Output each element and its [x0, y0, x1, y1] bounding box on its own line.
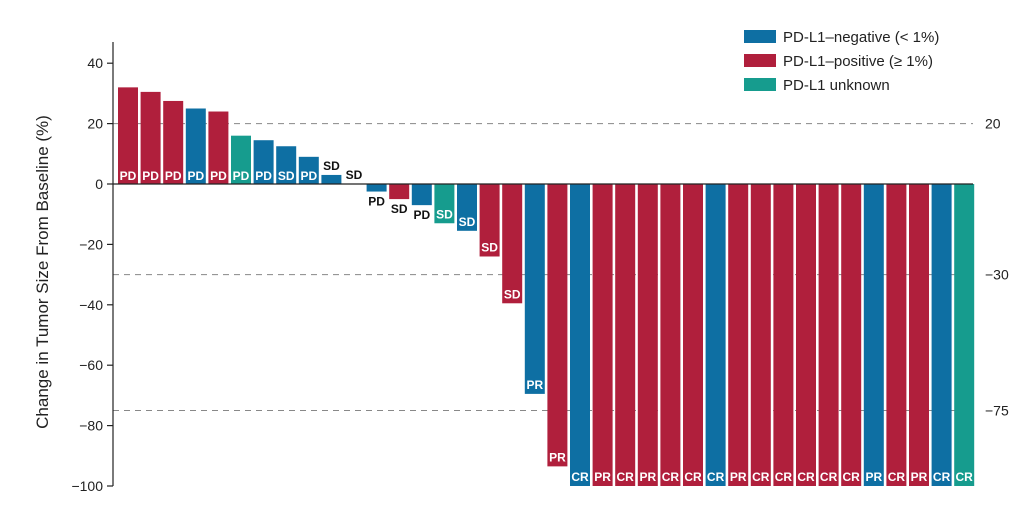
- bar: [728, 184, 749, 486]
- bar: [886, 184, 907, 486]
- bar-response-label: CR: [684, 470, 702, 484]
- bar-response-label: SD: [323, 159, 340, 173]
- bar-response-label: PR: [526, 378, 543, 392]
- bar: [208, 111, 229, 184]
- bar-response-label: CR: [707, 470, 725, 484]
- bar: [841, 184, 862, 486]
- bar: [411, 184, 432, 206]
- reference-line-label: 20: [985, 116, 1001, 132]
- bar-response-label: CR: [797, 470, 815, 484]
- legend: PD-L1–negative (< 1%) PD-L1–positive (≥ 1…: [744, 29, 939, 94]
- y-tick-label: −100: [71, 478, 103, 494]
- bar-response-label: SD: [504, 287, 521, 301]
- bar-response-label: PD: [165, 169, 182, 183]
- bar: [954, 184, 975, 486]
- bar-response-label: PD: [255, 169, 272, 183]
- bar: [683, 184, 703, 486]
- y-tick-label: −60: [79, 357, 103, 373]
- bar-response-label: SD: [459, 215, 476, 229]
- bar-response-label: PD: [233, 169, 250, 183]
- bar: [750, 184, 771, 486]
- y-axis-ticks: 40 20 0 −20 −40 −60 −80 −100: [71, 55, 113, 494]
- bar-response-label: CR: [956, 470, 974, 484]
- bar: [863, 184, 884, 486]
- bar-response-label: PD: [300, 169, 317, 183]
- bar-response-label: CR: [662, 470, 680, 484]
- bar: [796, 184, 816, 486]
- bar: [457, 184, 477, 231]
- bar-response-label: PR: [639, 470, 656, 484]
- bar: [118, 87, 138, 184]
- bar-response-label: CR: [571, 470, 589, 484]
- bar: [637, 184, 658, 486]
- bar-response-label: PR: [911, 470, 928, 484]
- bar-response-label: SD: [278, 169, 295, 183]
- bar-response-label: PD: [413, 208, 430, 222]
- legend-swatch: [744, 30, 776, 43]
- bar: [231, 135, 251, 184]
- bar-response-label: PR: [549, 450, 566, 464]
- bar: [185, 108, 206, 184]
- bar: [389, 184, 410, 200]
- bar-response-label: SD: [436, 207, 453, 221]
- bar: [276, 146, 297, 184]
- bar-response-label: CR: [843, 470, 861, 484]
- y-tick-label: 40: [87, 55, 103, 71]
- bar-response-label: CR: [933, 470, 951, 484]
- y-tick-label: −40: [79, 297, 103, 313]
- bar: [705, 184, 726, 486]
- bar: [909, 184, 929, 486]
- y-tick-label: −20: [79, 236, 103, 252]
- bar-response-label: PR: [594, 470, 611, 484]
- bar-response-label: PD: [210, 169, 227, 183]
- bar-response-label: CR: [820, 470, 838, 484]
- bar: [818, 184, 839, 486]
- bar-response-label: PR: [730, 470, 747, 484]
- bar: [298, 156, 319, 184]
- bar-response-label: CR: [888, 470, 906, 484]
- bar-response-label: PD: [142, 169, 159, 183]
- bar-response-label: SD: [391, 202, 408, 216]
- bar: [253, 140, 274, 184]
- bar: [547, 184, 568, 467]
- bar-response-label: CR: [617, 470, 635, 484]
- bar-response-label: SD: [346, 168, 363, 182]
- bar: [570, 184, 590, 486]
- legend-swatch: [744, 54, 776, 67]
- bar: [479, 184, 500, 257]
- bar: [434, 184, 455, 224]
- legend-label: PD-L1–positive (≥ 1%): [783, 53, 933, 70]
- y-axis-title: Change in Tumor Size From Baseline (%): [33, 115, 52, 429]
- bar-response-label: PD: [120, 169, 137, 183]
- y-tick-label: 0: [95, 176, 103, 192]
- bar-response-label: CR: [775, 470, 793, 484]
- legend-swatch: [744, 78, 776, 91]
- legend-label: PD-L1–negative (< 1%): [783, 29, 939, 46]
- bar: [773, 184, 794, 486]
- bar: [321, 174, 342, 184]
- bar-labels: PD PD PD PD PD PD PD SD PD SD SD PD SD PD SD SD SD SD PR PR…: [120, 159, 974, 484]
- bar-response-label: CR: [752, 470, 770, 484]
- bar: [502, 184, 523, 304]
- bar-response-label: PD: [368, 195, 385, 209]
- bar: [660, 184, 681, 486]
- bar: [163, 100, 184, 184]
- bars: [118, 87, 975, 486]
- reference-line-label: −75: [985, 403, 1009, 419]
- legend-label: PD-L1 unknown: [783, 77, 890, 94]
- bar: [524, 184, 545, 394]
- bar: [140, 91, 161, 184]
- bar: [931, 184, 952, 486]
- bar: [592, 184, 613, 486]
- bar-response-label: PD: [187, 169, 204, 183]
- bar-response-label: PR: [865, 470, 882, 484]
- bar-response-label: SD: [481, 240, 498, 254]
- bar: [615, 184, 636, 486]
- y-tick-label: 20: [87, 116, 103, 132]
- bar: [366, 184, 387, 192]
- reference-line-label: −30: [985, 267, 1009, 283]
- y-tick-label: −80: [79, 418, 103, 434]
